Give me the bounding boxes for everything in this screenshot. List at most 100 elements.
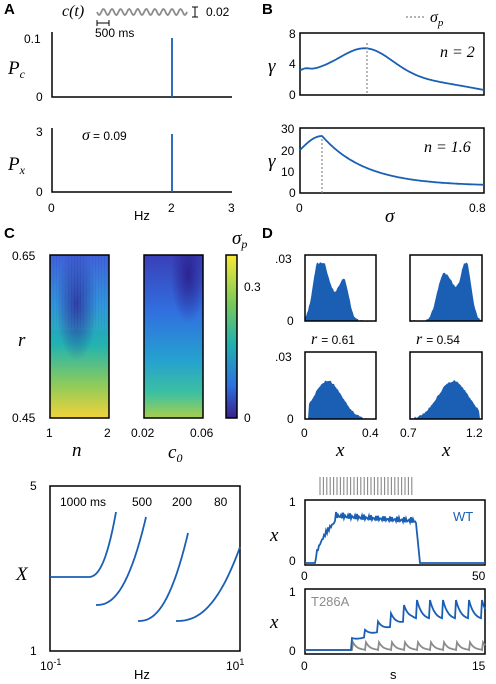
panel-c: C 0.65 0.45 r 1 2 n 0.02 0.06 c0 σp 0.3 xyxy=(4,225,261,465)
gamma-bottom-ytick: 10 xyxy=(281,165,295,179)
b-xtick: 0 xyxy=(296,201,303,215)
gamma-top-ytick: 0 xyxy=(289,88,296,102)
c-left-xtick: 1 xyxy=(46,426,53,440)
d-right-xtick: 1.2 xyxy=(466,426,483,440)
x-xlabel: Hz xyxy=(134,667,150,682)
t286a-xlabel: s xyxy=(390,667,397,682)
c-right-xlabel: c0 xyxy=(168,442,182,465)
a-xtick: 3 xyxy=(228,201,235,215)
gamma-bottom-ytick: 0 xyxy=(289,186,296,200)
c-ytick: 0.45 xyxy=(12,411,36,425)
a-xtick: 2 xyxy=(168,201,175,215)
n-label-bottom: n = 1.6 xyxy=(424,139,471,156)
x-ylabel: X xyxy=(15,564,29,585)
d-right-xlabel: x xyxy=(441,440,451,461)
c-ylabel: r xyxy=(18,330,26,351)
curve-label: 1000 ms xyxy=(60,495,106,509)
wt-ytick: 1 xyxy=(289,495,296,509)
panel-letter-b: B xyxy=(262,1,273,18)
panel-letter-d: D xyxy=(262,225,273,242)
t286a-ylabel: x xyxy=(269,612,279,633)
gamma-top-ylabel: γ xyxy=(268,56,276,77)
colorbar-tick: 0 xyxy=(244,411,251,425)
scale-value: 0.02 xyxy=(206,5,230,19)
sigma-annotation-symbol: σ xyxy=(82,127,91,144)
x-xtick: 10-1 xyxy=(40,657,61,673)
px-ylabel: Px xyxy=(7,154,26,177)
c-ytick: 0.65 xyxy=(12,249,36,263)
time-scale-label: 500 ms xyxy=(95,26,134,40)
stimulus-raster xyxy=(320,477,412,495)
px-ytick: 0 xyxy=(36,185,43,199)
t286a-label: T286A xyxy=(311,594,350,609)
a-xtick: 0 xyxy=(48,201,55,215)
c-right-xtick: 0.06 xyxy=(190,426,214,440)
n-label-top: n = 2 xyxy=(440,44,475,61)
wt-label: WT xyxy=(453,509,473,524)
hist-top-left xyxy=(305,255,376,322)
b-xtick: 0.8 xyxy=(469,201,486,215)
d-left-xtick: 0 xyxy=(301,426,308,440)
pc-ytick: 0.1 xyxy=(24,32,41,46)
curve-label: 80 xyxy=(214,495,228,509)
colorbar-tick: 0.3 xyxy=(244,280,261,294)
sigma-annotation-value: = 0.09 xyxy=(93,129,127,143)
panel-b: B σp 8 4 0 γ n = 2 30 20 10 0 γ n = 1.6 … xyxy=(262,1,486,227)
panel-letter-c: C xyxy=(4,225,15,242)
curve-label: 500 xyxy=(132,495,152,509)
x-ytick: 1 xyxy=(30,644,37,658)
pc-plot: 0.1 0 Pc xyxy=(7,32,232,104)
r-left: r = 0.61 xyxy=(311,331,355,348)
wt-timecourse: WT 1 0 x 0 50 xyxy=(269,477,486,583)
t286a-gray-curve xyxy=(305,642,485,650)
heatmap-n: 0.65 0.45 r 1 2 n xyxy=(12,249,111,461)
panel-letter-a: A xyxy=(4,1,15,18)
wt-ytick: 0 xyxy=(289,554,296,568)
hist-bottom-left xyxy=(305,352,376,420)
hist-top-right xyxy=(410,255,482,322)
colorbar: σp 0.3 0 xyxy=(226,228,261,425)
colorbar-label: σp xyxy=(232,228,247,251)
t286a-xtick: 0 xyxy=(301,659,308,673)
wt-ylabel: x xyxy=(269,525,279,546)
d-ytick: 0 xyxy=(287,412,294,426)
t286a-timecourse: T286A 1 0 x 0 15 s xyxy=(269,585,486,682)
c-right-xtick: 0.02 xyxy=(131,426,155,440)
wt-xtick: 50 xyxy=(472,569,486,583)
a-xlabel: Hz xyxy=(134,208,150,223)
d-left-xlabel: x xyxy=(335,440,345,461)
gamma-bottom-ytick: 30 xyxy=(281,122,295,136)
signal-label: c(t) xyxy=(62,3,84,20)
px-plot: 3 0 Px σ = 0.09 0 2 3 Hz xyxy=(7,125,235,223)
d-ytick: .03 xyxy=(275,252,292,266)
c-left-xlabel: n xyxy=(72,440,82,461)
gamma-top-ytick: 8 xyxy=(289,27,296,41)
r-right: r = 0.54 xyxy=(416,331,460,348)
d-ytick: .03 xyxy=(275,350,292,364)
x-xtick: 101 xyxy=(226,657,244,673)
c-left-xtick: 2 xyxy=(104,426,111,440)
t286a-ytick: 1 xyxy=(289,585,296,599)
x-ytick: 5 xyxy=(30,479,37,493)
pc-ylabel: Pc xyxy=(7,58,26,81)
pc-ytick: 0 xyxy=(36,90,43,104)
b-xlabel: σ xyxy=(385,206,395,227)
gamma-top-plot: 8 4 0 γ n = 2 xyxy=(268,27,484,102)
curve-1000ms xyxy=(50,512,116,577)
legend-label: σp xyxy=(430,9,444,29)
px-ytick: 3 xyxy=(36,125,43,139)
t286a-xtick: 15 xyxy=(472,659,486,673)
gamma-top-ytick: 4 xyxy=(289,57,296,71)
d-left-xtick: 0.4 xyxy=(362,426,379,440)
panel-d: D .03 0 r = 0.61 r = 0.54 .03 0 0 0.4 0.7 … xyxy=(262,225,483,461)
gamma-bottom-plot: 30 20 10 0 γ n = 1.6 0 0.8 σ xyxy=(268,122,486,227)
d-right-xtick: 0.7 xyxy=(400,426,417,440)
curve-80ms xyxy=(176,547,240,621)
curve-200ms xyxy=(138,533,188,621)
d-ytick: 0 xyxy=(287,314,294,328)
gamma-bottom-ylabel: γ xyxy=(268,151,276,172)
signal-waveform xyxy=(97,9,187,15)
gamma-bottom-ytick: 20 xyxy=(281,144,295,158)
hist-bottom-right xyxy=(410,352,482,420)
